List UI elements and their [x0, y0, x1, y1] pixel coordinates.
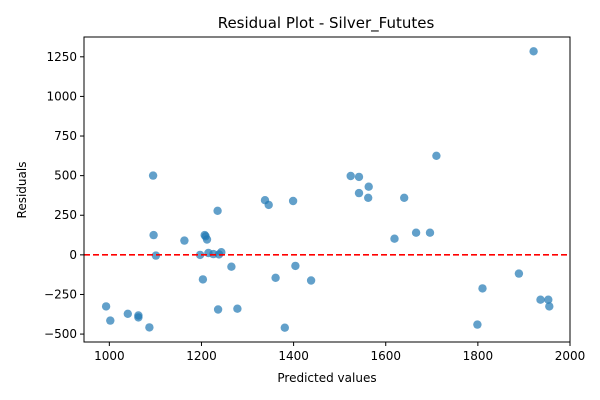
data-point [149, 230, 158, 240]
data-point [280, 323, 289, 332]
data-point [354, 172, 364, 182]
x-tick-label: 1200 [186, 349, 217, 363]
plot-frame [83, 36, 571, 343]
data-point [148, 171, 158, 180]
plot-area [84, 47, 570, 332]
data-point [346, 171, 355, 181]
data-point [544, 295, 553, 304]
data-point [202, 235, 212, 244]
data-point [364, 193, 373, 202]
data-point [288, 196, 298, 206]
y-tick-label: 750 [54, 129, 77, 143]
x-tick-label: 1600 [370, 349, 401, 363]
data-point [425, 228, 435, 237]
y-tick-label: −250 [44, 287, 77, 301]
data-point [106, 316, 115, 325]
y-tick-label: 1250 [46, 50, 77, 64]
x-tick-label: 1000 [94, 349, 125, 363]
data-point [198, 275, 208, 284]
y-axis-label: Residuals [15, 162, 29, 219]
data-point [400, 193, 409, 202]
y-tick-label: 1000 [46, 89, 77, 103]
data-point [291, 261, 300, 271]
data-point [151, 251, 161, 260]
data-point [390, 234, 399, 243]
data-point [271, 273, 280, 282]
chart-title: Residual Plot - Silver_Fututes [218, 14, 435, 33]
data-point [123, 309, 132, 318]
data-point [545, 302, 554, 311]
y-tick-label: −500 [44, 327, 77, 341]
x-tick-label: 1800 [463, 349, 494, 363]
data-point [227, 262, 236, 271]
data-point [473, 320, 482, 329]
y-tick-label: 250 [54, 208, 77, 222]
data-point [432, 151, 441, 160]
data-point [180, 236, 189, 245]
data-point [529, 47, 538, 56]
data-point [213, 305, 223, 314]
data-point [233, 304, 242, 313]
x-tick-label: 2000 [555, 349, 586, 363]
data-point [101, 302, 111, 311]
data-point [134, 313, 143, 322]
data-point [145, 323, 154, 332]
x-axis: 1000 1200 1400 1600 1800 2000 [94, 342, 585, 363]
x-axis-label: Predicted values [277, 371, 376, 385]
data-point [354, 188, 364, 198]
y-tick-label: 500 [54, 169, 77, 183]
data-point [536, 295, 545, 304]
y-axis: −500 −250 0 250 500 750 1000 1250 [44, 50, 84, 341]
data-point [195, 250, 205, 260]
data-point [213, 206, 222, 215]
data-point [364, 182, 373, 191]
x-tick-label: 1400 [278, 349, 309, 363]
data-point [478, 284, 487, 293]
data-point [514, 269, 524, 278]
y-tick-label: 0 [69, 248, 77, 262]
data-point [306, 276, 316, 285]
data-point [264, 200, 273, 210]
data-point [411, 228, 421, 237]
